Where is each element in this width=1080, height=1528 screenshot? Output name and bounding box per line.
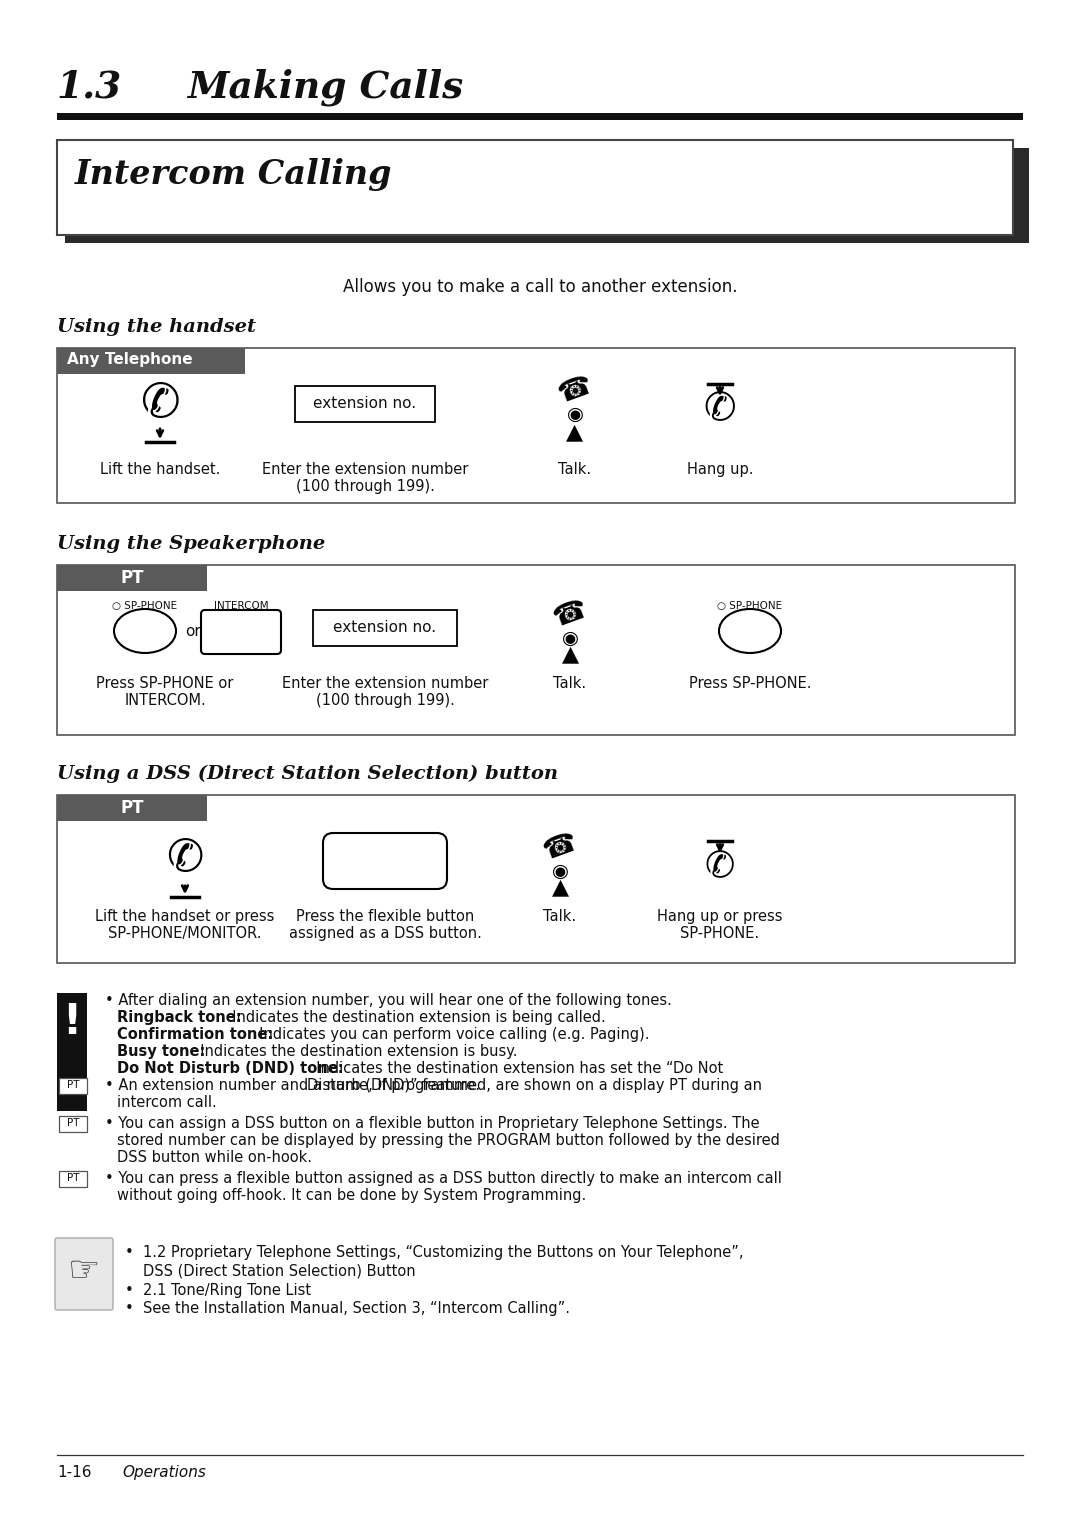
- Text: • An extension number and a name, if programmed, are shown on a display PT durin: • An extension number and a name, if pro…: [105, 1077, 762, 1093]
- Text: ☎: ☎: [554, 371, 596, 410]
- Text: ○ SP-PHONE: ○ SP-PHONE: [112, 601, 177, 611]
- Text: Allows you to make a call to another extension.: Allows you to make a call to another ext…: [342, 278, 738, 296]
- Text: Press SP-PHONE or
INTERCOM.: Press SP-PHONE or INTERCOM.: [96, 675, 233, 709]
- Text: Talk.: Talk.: [543, 909, 577, 924]
- Text: • You can assign a DSS button on a flexible button in Proprietary Telephone Sett: • You can assign a DSS button on a flexi…: [105, 1115, 759, 1131]
- Text: Intercom Calling: Intercom Calling: [75, 157, 392, 191]
- Text: • After dialing an extension number, you will hear one of the following tones.: • After dialing an extension number, you…: [105, 993, 672, 1008]
- Text: Enter the extension number
(100 through 199).: Enter the extension number (100 through …: [261, 461, 469, 495]
- Text: extension no.: extension no.: [313, 396, 417, 411]
- Text: •  1.2 Proprietary Telephone Settings, “Customizing the Buttons on Your Telephon: • 1.2 Proprietary Telephone Settings, “C…: [125, 1245, 743, 1261]
- Text: PT: PT: [67, 1118, 79, 1128]
- Text: Indicates the destination extension is busy.: Indicates the destination extension is b…: [191, 1044, 517, 1059]
- FancyBboxPatch shape: [201, 610, 281, 654]
- Text: ✆: ✆: [166, 837, 204, 880]
- Text: Talk.: Talk.: [553, 675, 586, 691]
- Text: PT: PT: [67, 1080, 79, 1089]
- Text: PT: PT: [120, 568, 144, 587]
- Text: Ringback tone:: Ringback tone:: [117, 1010, 242, 1025]
- Bar: [313, 610, 457, 646]
- Text: PT: PT: [120, 799, 144, 817]
- Text: 1-16: 1-16: [57, 1465, 92, 1481]
- Bar: [57, 348, 1015, 503]
- Bar: [57, 141, 1013, 235]
- Text: Any Telephone: Any Telephone: [67, 351, 192, 367]
- Text: INTERCOM: INTERCOM: [214, 601, 268, 611]
- Bar: [57, 113, 1023, 121]
- Text: Do Not Disturb (DND) tone:: Do Not Disturb (DND) tone:: [117, 1060, 343, 1076]
- Text: !: !: [63, 1001, 82, 1044]
- Text: Talk.: Talk.: [558, 461, 592, 477]
- Text: Busy tone:: Busy tone:: [117, 1044, 205, 1059]
- Text: Using the Speakerphone: Using the Speakerphone: [57, 535, 325, 553]
- Bar: [57, 993, 87, 1111]
- Text: Press the flexible button
assigned as a DSS button.: Press the flexible button assigned as a …: [288, 909, 482, 941]
- Text: Enter the extension number
(100 through 199).: Enter the extension number (100 through …: [282, 675, 488, 709]
- Text: Lift the handset or press
SP-PHONE/MONITOR.: Lift the handset or press SP-PHONE/MONIT…: [95, 909, 274, 941]
- Text: Confirmation tone:: Confirmation tone:: [117, 1027, 273, 1042]
- Text: Indicates the destination extension is being called.: Indicates the destination extension is b…: [222, 1010, 606, 1025]
- Text: or: or: [185, 623, 201, 639]
- Text: Indicates the destination extension has set the “Do Not: Indicates the destination extension has …: [307, 1060, 724, 1076]
- Bar: [57, 565, 1015, 735]
- Text: stored number can be displayed by pressing the PROGRAM button followed by the de: stored number can be displayed by pressi…: [117, 1132, 780, 1148]
- Text: ✆: ✆: [705, 850, 735, 885]
- Text: ◉: ◉: [567, 405, 583, 423]
- Text: DSS button while on-hook.: DSS button while on-hook.: [117, 1151, 312, 1164]
- Text: extension no.: extension no.: [334, 620, 436, 636]
- Text: ☎: ☎: [539, 828, 581, 866]
- Text: without going off-hook. It can be done by System Programming.: without going off-hook. It can be done b…: [117, 1187, 586, 1203]
- Bar: [59, 1115, 87, 1132]
- Bar: [295, 387, 435, 422]
- Text: intercom call.: intercom call.: [117, 1096, 217, 1109]
- Bar: [59, 1170, 87, 1187]
- Text: Hang up.: Hang up.: [687, 461, 753, 477]
- Text: 1.3: 1.3: [57, 69, 122, 105]
- Bar: [57, 795, 207, 821]
- Text: Indicates you can perform voice calling (e.g. Paging).: Indicates you can perform voice calling …: [249, 1027, 649, 1042]
- Text: Lift the handset.: Lift the handset.: [99, 461, 220, 477]
- Text: Using a DSS (Direct Station Selection) button: Using a DSS (Direct Station Selection) b…: [57, 766, 558, 784]
- Text: Operations: Operations: [122, 1465, 206, 1481]
- Text: •  2.1 Tone/Ring Tone List: • 2.1 Tone/Ring Tone List: [125, 1284, 311, 1297]
- Text: ◉: ◉: [562, 628, 579, 648]
- FancyBboxPatch shape: [55, 1238, 113, 1309]
- Text: ☎: ☎: [549, 594, 591, 633]
- Text: Using the handset: Using the handset: [57, 318, 256, 336]
- Bar: [65, 148, 1029, 243]
- Text: DSS (Direct Station Selection) Button: DSS (Direct Station Selection) Button: [143, 1264, 416, 1277]
- Bar: [59, 1077, 87, 1094]
- Text: Making Calls: Making Calls: [187, 69, 463, 105]
- Text: ✆: ✆: [704, 390, 737, 428]
- Text: ○ SP-PHONE: ○ SP-PHONE: [717, 601, 783, 611]
- Text: Disturb (DND)” feature.: Disturb (DND)” feature.: [307, 1077, 480, 1093]
- Text: • You can press a flexible button assigned as a DSS button directly to make an i: • You can press a flexible button assign…: [105, 1170, 782, 1186]
- Bar: [57, 348, 245, 374]
- Text: ✆: ✆: [140, 382, 179, 426]
- Text: •  See the Installation Manual, Section 3, “Intercom Calling”.: • See the Installation Manual, Section 3…: [125, 1300, 570, 1316]
- Bar: [57, 565, 207, 591]
- Text: ▲: ▲: [562, 643, 579, 665]
- Text: Press SP-PHONE.: Press SP-PHONE.: [689, 675, 811, 691]
- FancyBboxPatch shape: [323, 833, 447, 889]
- Text: ◉: ◉: [552, 862, 568, 880]
- Text: PT: PT: [67, 1174, 79, 1183]
- Text: ▲: ▲: [566, 422, 583, 442]
- Text: ☞: ☞: [68, 1253, 100, 1287]
- Bar: [57, 795, 1015, 963]
- Text: Hang up or press
SP-PHONE.: Hang up or press SP-PHONE.: [658, 909, 783, 941]
- Text: ▲: ▲: [552, 877, 568, 897]
